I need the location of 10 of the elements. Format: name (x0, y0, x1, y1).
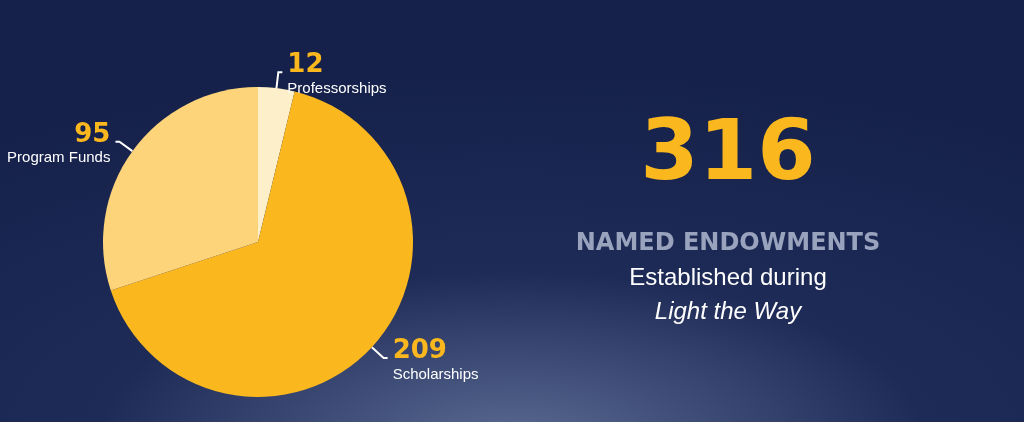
text: Established during (629, 262, 827, 290)
data-label: 95 (74, 117, 111, 148)
data-label: 209 (392, 334, 447, 365)
data-label: 12 (287, 48, 324, 79)
text: 316 (640, 101, 816, 199)
text: NAMED ENDOWMENTS (575, 228, 881, 256)
text: Light the Way (654, 296, 804, 324)
slice-label: Scholarships (392, 364, 479, 382)
slice-label: Program Funds (7, 148, 111, 166)
slice-label: Professorships (287, 78, 387, 96)
